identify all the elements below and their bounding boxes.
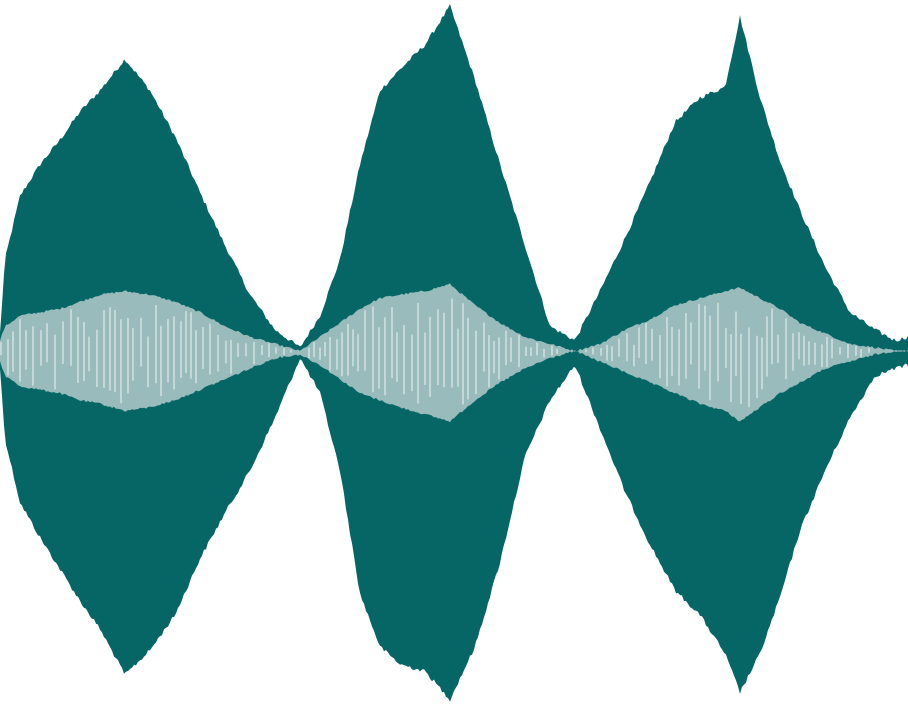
series-envelope-inner [0, 283, 908, 423]
inner-envelope-layer [0, 283, 908, 423]
